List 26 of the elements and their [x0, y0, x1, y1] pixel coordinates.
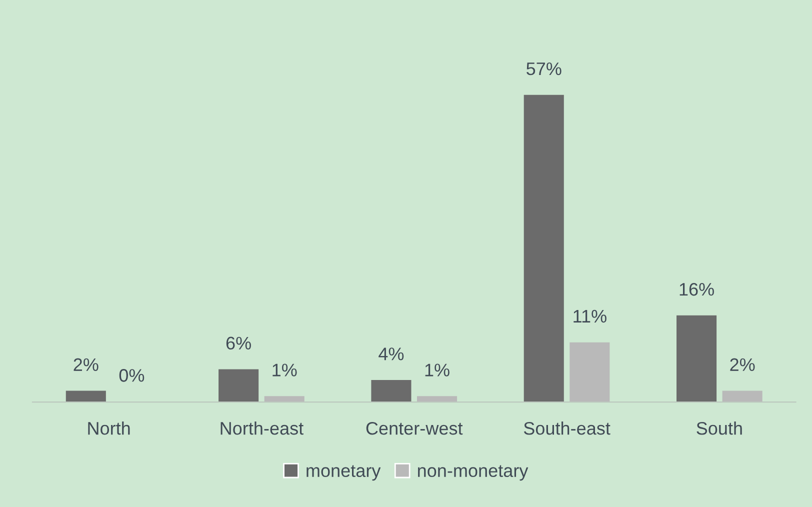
bar — [676, 315, 717, 402]
data-label: 57% — [526, 62, 562, 76]
bar — [417, 396, 458, 402]
data-label: 2% — [730, 358, 755, 371]
data-label: 0% — [119, 369, 144, 382]
x-tick-label: Center-west — [366, 422, 463, 435]
x-tick-label: North-east — [220, 421, 304, 435]
data-label: 2% — [74, 358, 98, 371]
bar — [524, 94, 564, 402]
x-tick-label: South — [696, 421, 742, 435]
data-label: 11% — [574, 310, 606, 323]
data-label: 1% — [425, 364, 450, 376]
x-tick-label: South-east — [524, 421, 610, 435]
bar — [264, 396, 304, 402]
bar — [722, 390, 762, 402]
bar — [371, 380, 412, 402]
data-label: 1% — [272, 364, 297, 376]
data-label: 4% — [378, 348, 404, 360]
bar — [570, 342, 610, 402]
data-label: 6% — [226, 336, 251, 350]
x-tick-label: North — [88, 421, 130, 435]
data-label: 16% — [680, 282, 714, 296]
legend-label: non-monetary — [418, 465, 528, 481]
bar — [66, 390, 106, 402]
legend-label: monetary — [306, 465, 381, 481]
bar — [218, 369, 259, 402]
